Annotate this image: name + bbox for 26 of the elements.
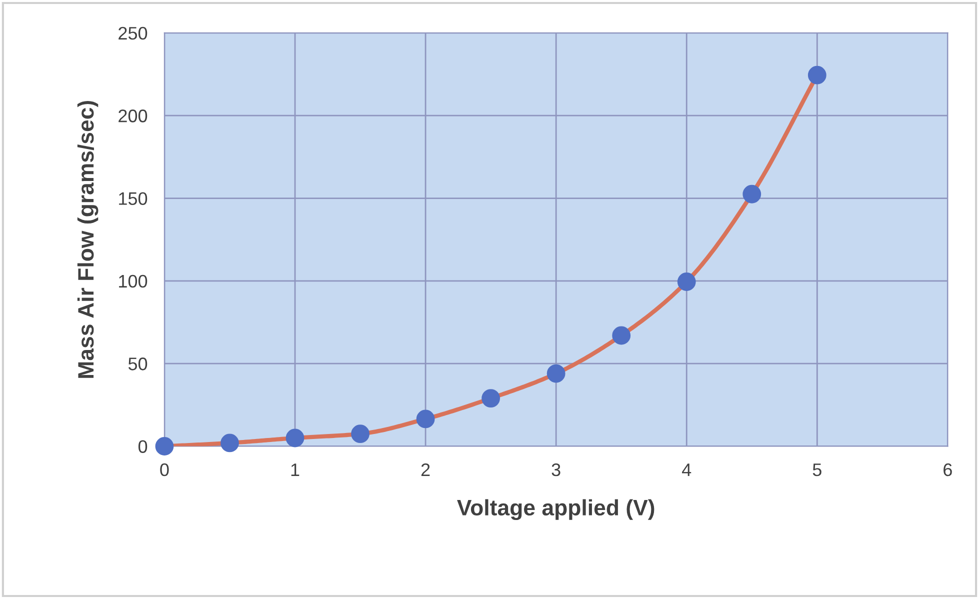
x-tick-label: 1	[291, 464, 300, 476]
x-tick-label: 5	[812, 464, 822, 476]
point	[155, 437, 174, 456]
point	[546, 364, 566, 383]
point	[677, 272, 696, 291]
point	[416, 410, 435, 428]
point	[286, 428, 304, 448]
x-tick-label: 6	[944, 463, 952, 476]
x-tick-label: 3	[552, 463, 560, 476]
point	[351, 424, 370, 444]
y-tick-label: 150	[119, 192, 148, 205]
y-tick-label: 200	[118, 110, 148, 122]
point	[742, 184, 762, 204]
point	[482, 389, 500, 408]
x-axis-title: Voltage applied (V)	[457, 499, 654, 520]
y-tick-label: 100	[119, 274, 148, 288]
y-tick-label: 0	[138, 440, 148, 453]
y-tick-label: 50	[128, 358, 148, 370]
y-axis-title: Mass Air Flow (grams/sec)	[77, 100, 98, 378]
x-tick-label: 2	[421, 463, 430, 476]
x-tick-label: 4	[682, 464, 692, 476]
point	[220, 434, 239, 452]
point	[612, 326, 631, 345]
y-tick-label: 250	[118, 26, 148, 40]
point	[808, 66, 826, 84]
x-tick-label: 0	[160, 463, 169, 476]
